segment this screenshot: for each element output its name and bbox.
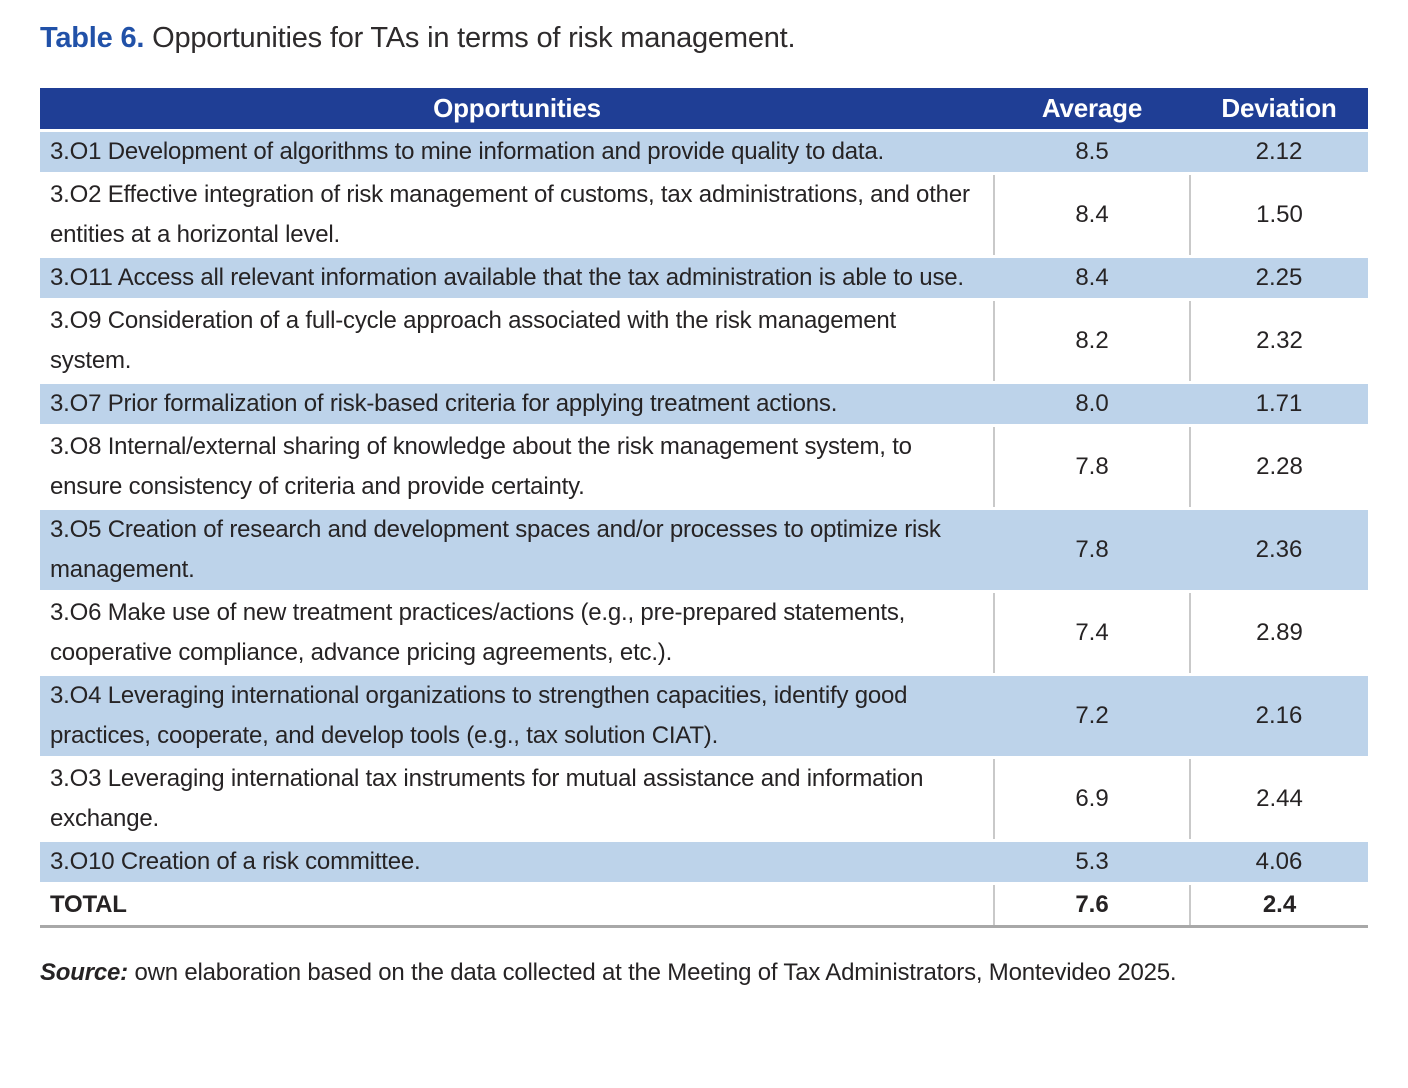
cell-deviation: 2.32: [1189, 299, 1368, 383]
cell-opportunity: TOTAL: [50, 891, 127, 918]
table-row: 3.O10 Creation of a risk committee. 5.3 4.…: [40, 840, 1368, 884]
cell-average: 6.9: [993, 757, 1190, 841]
table-header: Opportunities Average Deviation: [40, 88, 1368, 131]
source-note-label: Source:: [40, 959, 128, 986]
column-header-average: Average: [994, 88, 1190, 131]
table-caption-number: Table 6.: [40, 22, 145, 54]
column-header-opportunities: Opportunities: [40, 88, 994, 131]
table-row: 3.O8 Internal/external sharing of knowle…: [40, 425, 1368, 509]
cell-average: 8.5: [994, 130, 1190, 174]
table-row: 3.O5 Creation of research and developmen…: [40, 508, 1368, 592]
cell-deviation: 2.16: [1190, 674, 1368, 758]
cell-deviation: 2.44: [1189, 757, 1368, 841]
source-note: Source: own elaboration based on the dat…: [40, 959, 1368, 987]
table-caption: Table 6. Opportunities for TAs in terms …: [40, 22, 1368, 55]
table-row: 3.O1 Development of algorithms to mine i…: [40, 130, 1368, 174]
table-row: 3.O6 Make use of new treatment practices…: [40, 591, 1368, 675]
cell-average: 7.8: [993, 425, 1190, 509]
cell-deviation: 2.28: [1189, 425, 1368, 509]
table-row: 3.O9 Consideration of a full-cycle appro…: [40, 299, 1368, 383]
table-row: 3.O4 Leveraging international organizati…: [40, 674, 1368, 758]
cell-opportunity: 3.O3 Leveraging international tax instru…: [50, 765, 924, 832]
cell-average: 7.4: [993, 591, 1190, 675]
opportunities-table: Opportunities Average Deviation 3.O1 Dev…: [40, 88, 1368, 928]
table-row: 3.O11 Access all relevant information av…: [40, 256, 1368, 300]
cell-average: 8.2: [993, 299, 1190, 383]
cell-deviation: 2.25: [1190, 256, 1368, 300]
table-row: 3.O3 Leveraging international tax instru…: [40, 757, 1368, 841]
cell-opportunity: 3.O2 Effective integration of risk manag…: [50, 181, 970, 248]
cell-deviation: 1.50: [1189, 173, 1368, 257]
table-row: 3.O2 Effective integration of risk manag…: [40, 173, 1368, 257]
cell-opportunity: 3.O11 Access all relevant information av…: [40, 256, 994, 300]
cell-deviation: 4.06: [1190, 840, 1368, 884]
cell-deviation: 2.36: [1190, 508, 1368, 592]
source-note-text: own elaboration based on the data collec…: [134, 959, 1177, 986]
table-header-row: Opportunities Average Deviation: [40, 88, 1368, 131]
table-caption-text: Opportunities for TAs in terms of risk m…: [152, 22, 796, 54]
cell-average: 7.8: [994, 508, 1190, 592]
cell-deviation: 2.12: [1190, 130, 1368, 174]
table-total-row: TOTAL 7.6 2.4: [40, 883, 1368, 927]
cell-opportunity: 3.O7 Prior formalization of risk-based c…: [40, 382, 994, 426]
cell-average: 8.4: [993, 173, 1190, 257]
cell-average: 5.3: [994, 840, 1190, 884]
cell-opportunity: 3.O4 Leveraging international organizati…: [40, 674, 994, 758]
column-header-deviation: Deviation: [1190, 88, 1368, 131]
cell-average: 8.4: [994, 256, 1190, 300]
cell-average: 7.2: [994, 674, 1190, 758]
cell-deviation: 2.4: [1189, 883, 1368, 927]
cell-opportunity: 3.O8 Internal/external sharing of knowle…: [50, 433, 912, 500]
table-row: 3.O7 Prior formalization of risk-based c…: [40, 382, 1368, 426]
cell-opportunity: 3.O9 Consideration of a full-cycle appro…: [50, 307, 896, 374]
cell-average: 7.6: [993, 883, 1190, 927]
cell-opportunity: 3.O1 Development of algorithms to mine i…: [40, 130, 994, 174]
table-body: 3.O1 Development of algorithms to mine i…: [40, 130, 1368, 927]
cell-opportunity: 3.O5 Creation of research and developmen…: [40, 508, 994, 592]
cell-opportunity: 3.O10 Creation of a risk committee.: [40, 840, 994, 884]
cell-deviation: 1.71: [1190, 382, 1368, 426]
cell-deviation: 2.89: [1189, 591, 1368, 675]
cell-average: 8.0: [994, 382, 1190, 426]
cell-opportunity: 3.O6 Make use of new treatment practices…: [50, 599, 906, 666]
